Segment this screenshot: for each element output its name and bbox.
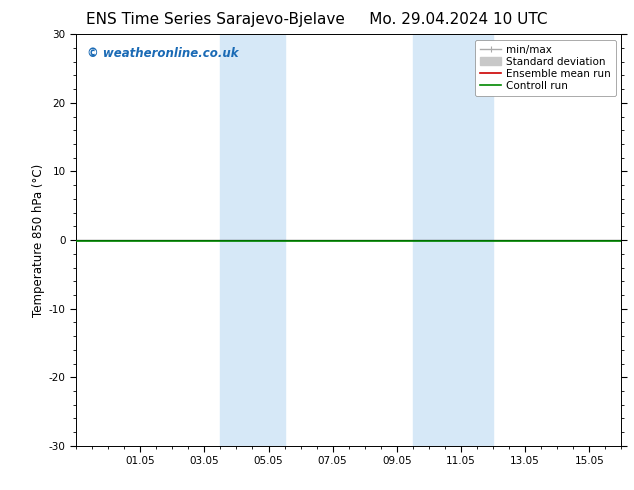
Bar	[413, 34, 493, 446]
Bar	[221, 34, 285, 446]
Text: ENS Time Series Sarajevo-Bjelave     Mo. 29.04.2024 10 UTC: ENS Time Series Sarajevo-Bjelave Mo. 29.…	[86, 12, 548, 27]
Text: © weatheronline.co.uk: © weatheronline.co.uk	[87, 47, 238, 60]
Legend: min/max, Standard deviation, Ensemble mean run, Controll run: min/max, Standard deviation, Ensemble me…	[475, 40, 616, 96]
Y-axis label: Temperature 850 hPa (°C): Temperature 850 hPa (°C)	[32, 164, 44, 317]
